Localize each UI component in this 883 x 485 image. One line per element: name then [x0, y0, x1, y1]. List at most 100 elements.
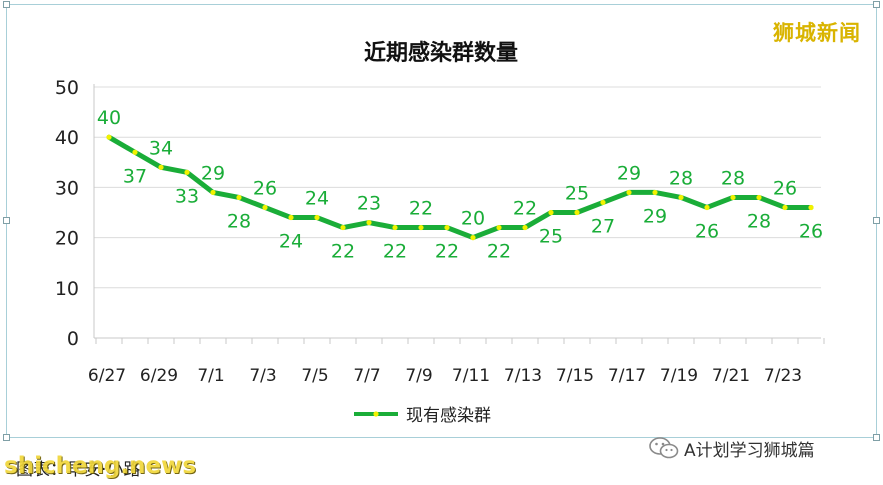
data-label: 25 [539, 226, 563, 248]
x-tick-label: 7/17 [608, 366, 646, 386]
x-tick-label: 7/3 [249, 366, 276, 386]
data-point [418, 224, 424, 231]
x-tick-label: 6/27 [88, 366, 126, 386]
x-tick-label: 7/9 [405, 366, 432, 386]
data-point [808, 204, 814, 211]
data-points [106, 134, 814, 241]
data-point [574, 209, 580, 216]
data-label: 26 [253, 177, 277, 199]
data-label: 40 [97, 107, 121, 129]
legend: 现有感染群 [354, 406, 491, 426]
y-tick-label: 10 [55, 278, 79, 300]
y-axis: 0 10 20 30 40 50 [55, 77, 95, 350]
data-point [782, 204, 788, 211]
wechat-watermark: A计划学习狮城篇 [648, 434, 815, 462]
resize-handle-bottom-right[interactable] [873, 434, 880, 441]
data-point [548, 209, 554, 216]
data-point [444, 224, 450, 231]
data-point [262, 204, 268, 211]
data-point [314, 214, 320, 221]
x-tick-label: 7/5 [301, 366, 328, 386]
data-point [522, 224, 528, 231]
data-label: 24 [305, 188, 329, 210]
data-label: 29 [617, 162, 641, 184]
data-point [678, 194, 684, 201]
y-tick-label: 40 [55, 127, 79, 149]
data-label: 26 [695, 220, 719, 242]
data-label: 28 [227, 210, 251, 232]
x-tick-label: 7/7 [353, 366, 380, 386]
x-tick-label: 7/11 [452, 366, 490, 386]
data-label: 28 [721, 167, 745, 189]
site-watermark: shicheng.news [4, 453, 197, 479]
data-label: 33 [175, 185, 199, 207]
data-label: 34 [149, 137, 173, 159]
data-point [470, 235, 476, 241]
data-point [340, 224, 346, 231]
data-label: 29 [201, 162, 225, 184]
data-point [210, 189, 216, 196]
data-point [366, 219, 372, 226]
data-point [106, 134, 112, 140]
data-label: 22 [383, 241, 407, 263]
data-point [756, 194, 762, 201]
chart-title: 近期感染群数量 [364, 40, 518, 66]
x-tick-label: 7/13 [504, 366, 542, 386]
data-point [626, 189, 632, 196]
data-label: 20 [461, 208, 485, 230]
resize-handle-bottom-left[interactable] [3, 434, 10, 441]
data-label: 22 [409, 198, 433, 220]
legend-label: 现有感染群 [406, 406, 491, 426]
chart-credit: 图表：早安·小路 [16, 460, 141, 480]
data-label: 28 [669, 167, 693, 189]
data-point [392, 224, 398, 231]
data-label: 37 [123, 165, 147, 187]
data-label: 22 [435, 241, 459, 263]
data-label: 23 [357, 193, 381, 215]
data-label: 22 [487, 241, 511, 263]
data-point [496, 224, 502, 231]
resize-handle-mid-left[interactable] [3, 217, 10, 224]
resize-handle-top-left[interactable] [3, 1, 10, 8]
data-point [288, 214, 294, 221]
data-point [704, 204, 710, 211]
wechat-account-name: A计划学习狮城篇 [684, 440, 815, 461]
x-tick-label: 7/23 [764, 366, 802, 386]
data-point [158, 164, 164, 170]
resize-handle-mid-right[interactable] [873, 217, 880, 224]
data-label: 24 [279, 231, 303, 253]
data-label: 22 [513, 198, 537, 220]
x-tick-label: 7/21 [712, 366, 750, 386]
gridlines [94, 86, 821, 289]
data-label: 22 [331, 241, 355, 263]
data-label: 28 [747, 210, 771, 232]
data-point [236, 194, 242, 201]
series-line-current-clusters [106, 134, 814, 241]
data-label: 26 [773, 177, 797, 199]
data-point [652, 189, 658, 196]
x-tick-label: 7/1 [197, 366, 224, 386]
wechat-icon [649, 437, 679, 459]
data-label: 26 [799, 220, 823, 242]
data-point [132, 149, 138, 155]
x-tick-label: 6/29 [140, 366, 178, 386]
data-label: 27 [591, 215, 615, 237]
legend-marker [373, 411, 379, 417]
y-tick-label: 0 [67, 328, 79, 350]
data-point [184, 169, 190, 175]
x-tick-label: 7/19 [660, 366, 698, 386]
data-point [600, 199, 606, 206]
x-tick-label: 7/15 [556, 366, 594, 386]
y-tick-label: 50 [55, 77, 79, 99]
x-axis: 6/27 6/29 7/1 7/3 7/5 7/7 7/9 7/11 7/13 7/15 7/17 7… [88, 337, 825, 386]
data-point [730, 194, 736, 201]
brand-watermark: 狮城新闻 [762, 18, 872, 48]
data-label: 29 [643, 205, 667, 227]
y-tick-label: 30 [55, 177, 79, 199]
series-line [106, 134, 814, 241]
resize-handle-top-right[interactable] [873, 1, 880, 8]
y-tick-label: 20 [55, 228, 79, 250]
data-labels: 4037343329282624242223222222202222252527… [97, 107, 823, 262]
